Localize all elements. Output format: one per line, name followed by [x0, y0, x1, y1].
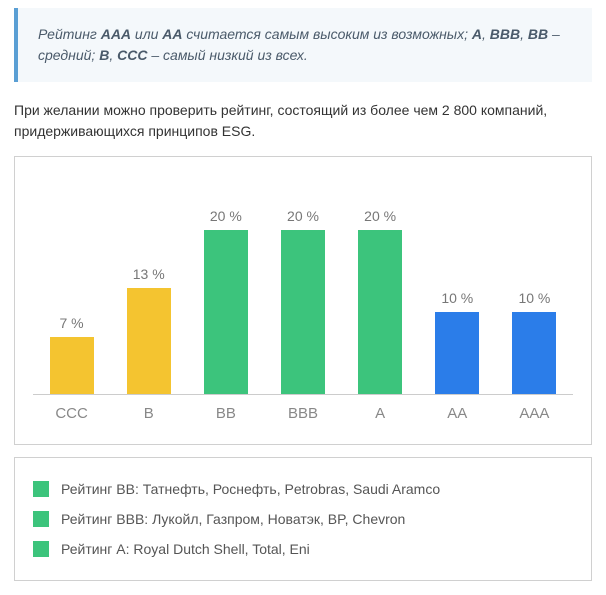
x-axis-label: AAA [496, 405, 573, 422]
bar-rect [127, 288, 171, 394]
bar-column: 20 % [187, 175, 264, 394]
bar-value-label: 20 % [287, 208, 319, 224]
callout-bold-aa: АА [162, 26, 182, 42]
bar-column: 7 % [33, 175, 110, 394]
bar-column: 20 % [342, 175, 419, 394]
bar-column: 10 % [419, 175, 496, 394]
callout-text: , [109, 47, 117, 63]
legend-row: Рейтинг A: Royal Dutch Shell, Total, Eni [33, 534, 573, 564]
legend-color-square [33, 541, 49, 557]
x-axis-label: CCC [33, 405, 110, 422]
legend-label: Рейтинг BBB: Лукойл, Газпром, Новатэк, B… [61, 511, 405, 527]
x-axis-label: B [110, 405, 187, 422]
bar-value-label: 10 % [441, 290, 473, 306]
callout-bold-a: А [472, 26, 482, 42]
callout-text: , [520, 26, 528, 42]
x-axis-label: BB [187, 405, 264, 422]
legend-row: Рейтинг BBB: Лукойл, Газпром, Новатэк, B… [33, 504, 573, 534]
legend-color-square [33, 511, 49, 527]
callout-text: считается самым высоким из возможных; [183, 26, 472, 42]
callout-text: , [482, 26, 490, 42]
rating-bar-chart: 7 %13 %20 %20 %20 %10 %10 % CCCBBBBBBAAA… [14, 156, 592, 445]
bar-rect [358, 230, 402, 394]
chart-legend: Рейтинг BB: Татнефть, Роснефть, Petrobra… [14, 457, 592, 581]
bar-rect [512, 312, 556, 394]
callout-bold-b: В [99, 47, 109, 63]
bar-value-label: 7 % [60, 315, 84, 331]
x-axis-label: AA [419, 405, 496, 422]
chart-bars-area: 7 % 13 % 20 % 20 % 20 % 10 % 10 % [33, 175, 573, 395]
callout-bold-bb: ВВ [528, 26, 548, 42]
bar-rect [204, 230, 248, 394]
bar-rect [435, 312, 479, 394]
legend-row: Рейтинг BB: Татнефть, Роснефть, Petrobra… [33, 474, 573, 504]
callout-text: Рейтинг [38, 26, 101, 42]
callout-bold-ccc: ССС [117, 47, 147, 63]
legend-color-square [33, 481, 49, 497]
bar-value-label: 10 % [518, 290, 550, 306]
bar-value-label: 20 % [364, 208, 396, 224]
callout-bold-aaa: ААА [101, 26, 131, 42]
bar-column: 10 % [496, 175, 573, 394]
legend-label: Рейтинг BB: Татнефть, Роснефть, Petrobra… [61, 481, 440, 497]
x-axis-label: BBB [264, 405, 341, 422]
description-text: При желании можно проверить рейтинг, сос… [0, 100, 606, 156]
bar-value-label: 13 % [133, 266, 165, 282]
bar-value-label: 20 % [210, 208, 242, 224]
bar-rect [50, 337, 94, 394]
bar-column: 13 % [110, 175, 187, 394]
callout-bold-bbb: ВВВ [490, 26, 520, 42]
rating-callout: Рейтинг ААА или АА считается самым высок… [14, 8, 592, 82]
callout-text: или [131, 26, 162, 42]
x-axis-label: A [342, 405, 419, 422]
callout-text: – самый низкий из всех. [147, 47, 307, 63]
bar-rect [281, 230, 325, 394]
bar-column: 20 % [264, 175, 341, 394]
legend-label: Рейтинг A: Royal Dutch Shell, Total, Eni [61, 541, 310, 557]
chart-x-axis: CCCBBBBBBAAAAAA [33, 405, 573, 422]
